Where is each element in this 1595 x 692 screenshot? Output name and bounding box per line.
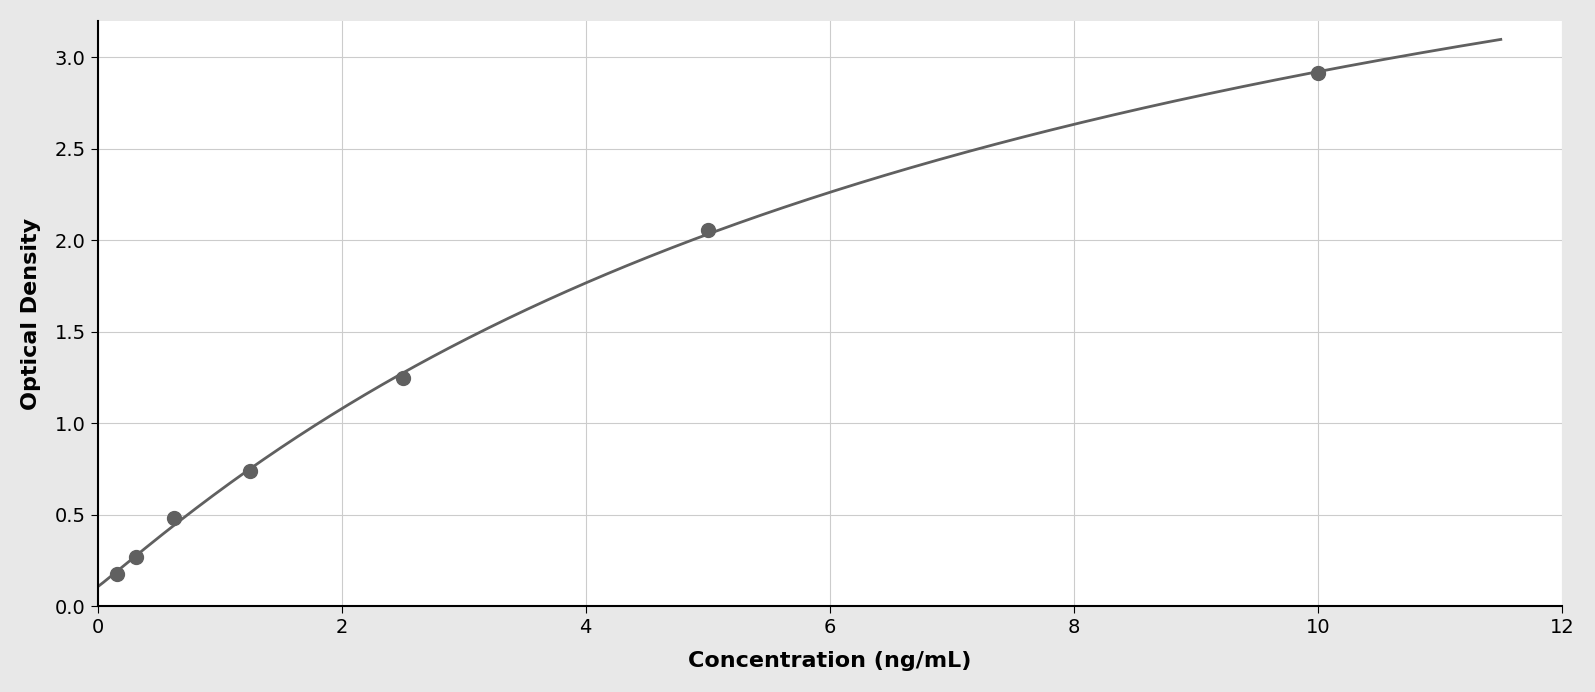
Point (389, 372, 415, 383)
Point (104, 569, 129, 580)
Point (695, 224, 721, 235)
Point (1305, 67, 1330, 78)
Y-axis label: Optical Density: Optical Density (21, 217, 41, 410)
X-axis label: Concentration (ng/mL): Concentration (ng/mL) (687, 651, 971, 671)
Point (123, 551, 148, 562)
Point (238, 465, 263, 476)
Point (161, 512, 187, 523)
